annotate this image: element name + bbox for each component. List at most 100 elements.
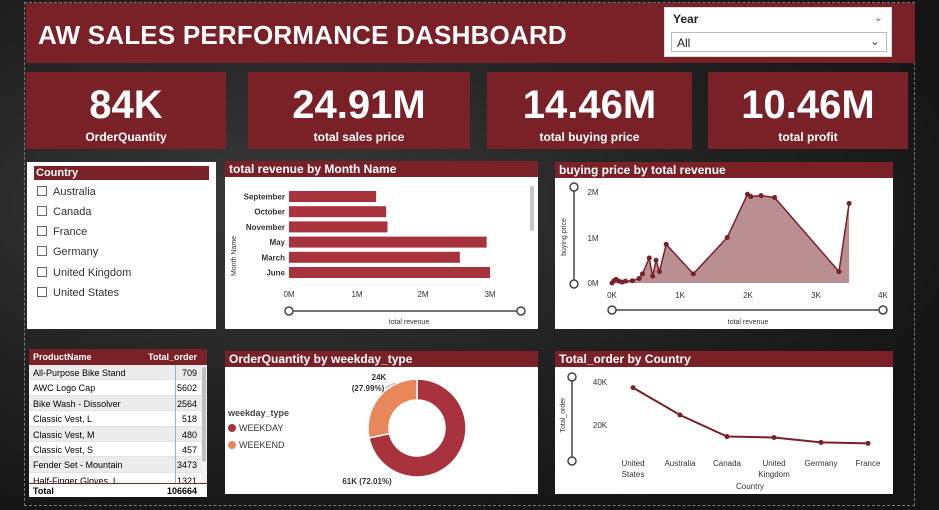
data-point[interactable] — [724, 434, 730, 440]
x-range-slider-handle-left[interactable] — [607, 305, 617, 315]
data-point[interactable] — [865, 440, 871, 446]
data-point[interactable] — [677, 412, 683, 418]
year-dropdown[interactable]: All ⌄ — [671, 32, 887, 52]
country-option[interactable]: United Kingdom — [37, 266, 131, 280]
checkbox[interactable] — [37, 206, 47, 216]
range-slider-handle-left[interactable] — [284, 306, 294, 316]
data-point[interactable] — [623, 278, 629, 284]
y-tick: 20K — [593, 421, 608, 430]
chart-title: buying price by total revenue — [555, 162, 893, 178]
legend-label-weekend: WEEKEND — [239, 440, 285, 450]
buying-price-by-revenue-chart: buying price by total revenue buying pri… — [555, 162, 893, 329]
legend-label-weekday: WEEKDAY — [239, 423, 283, 433]
x-tick: France — [856, 459, 881, 468]
table-row[interactable]: Fender Set - Mountain 3473 — [29, 457, 207, 473]
data-point[interactable] — [771, 435, 777, 441]
y-tick: 2M — [587, 188, 598, 197]
country-option[interactable]: United States — [37, 286, 119, 300]
data-point[interactable] — [646, 255, 652, 261]
y-tick: 1M — [587, 234, 598, 243]
chart-title: OrderQuantity by weekday_type — [225, 351, 538, 367]
chart-title: Total_order by Country — [555, 351, 893, 367]
checkbox[interactable] — [37, 186, 47, 196]
legend-title: weekday_type — [227, 408, 289, 418]
checkbox[interactable] — [37, 287, 47, 297]
country-option[interactable]: Germany — [37, 245, 98, 259]
collapse-chevron-icon[interactable]: ⌄ — [873, 12, 883, 24]
checkbox[interactable] — [37, 267, 47, 277]
data-point[interactable] — [656, 269, 662, 275]
line-chart-svg: United States Australia Canada United Kingdom… — [560, 372, 881, 491]
checkbox[interactable] — [37, 226, 47, 236]
year-dropdown-value: All — [677, 36, 691, 50]
bar[interactable] — [289, 236, 487, 248]
table-row[interactable]: All-Purpose Bike Stand 709 — [29, 365, 207, 381]
y-range-slider-handle-bottom[interactable] — [569, 279, 579, 289]
scrollbar-thumb[interactable] — [530, 186, 534, 231]
bar[interactable] — [289, 191, 377, 202]
y-range-slider-handle-top[interactable] — [569, 182, 579, 192]
bar[interactable] — [289, 221, 388, 233]
data-point[interactable] — [818, 439, 824, 445]
chevron-down-icon[interactable]: ⌄ — [869, 34, 880, 48]
cell-product-name: Fender Set - Mountain — [33, 460, 123, 471]
country-slicer-header: Country — [34, 166, 209, 180]
data-point[interactable] — [836, 269, 842, 275]
x-tick: 1M — [351, 290, 362, 299]
y-range-slider-handle-bottom[interactable] — [567, 456, 577, 466]
table-row[interactable]: Bike Wash - Dissolver 2564 — [29, 395, 207, 412]
x-tick: 0M — [283, 290, 294, 299]
y-tick: September — [244, 193, 285, 202]
column-header-total-order[interactable]: Total_order — [148, 352, 197, 362]
kpi-caption: OrderQuantity — [85, 130, 167, 144]
table-row[interactable]: Classic Vest, M 480 — [29, 426, 207, 442]
country-option[interactable]: Australia — [37, 185, 96, 199]
data-point[interactable] — [650, 273, 656, 279]
bar[interactable] — [289, 251, 460, 263]
data-point[interactable] — [663, 241, 669, 247]
donut-slice-weekday[interactable] — [368, 378, 467, 478]
data-point[interactable] — [846, 200, 852, 206]
x-tick: 3K — [811, 291, 821, 300]
data-point[interactable] — [772, 194, 778, 200]
data-point[interactable] — [690, 271, 696, 277]
range-slider-handle-right[interactable] — [516, 306, 526, 316]
table-row[interactable]: Classic Vest, L 518 — [29, 411, 207, 427]
data-point[interactable] — [724, 235, 730, 240]
column-header-product[interactable]: ProductName — [33, 352, 92, 362]
y-range-slider-handle-top[interactable] — [567, 372, 577, 382]
y-axis-label: Month Name — [231, 236, 238, 276]
weekday-type-donut-chart: OrderQuantity by weekday_type weekday_ty… — [225, 351, 538, 494]
data-point[interactable] — [639, 271, 645, 277]
data-point[interactable] — [636, 275, 642, 281]
checkbox[interactable] — [37, 246, 47, 256]
year-slicer[interactable]: Year ⌄ All ⌄ — [664, 7, 892, 57]
y-tick: 0M — [587, 279, 598, 288]
country-option[interactable]: Canada — [37, 205, 92, 219]
data-point[interactable] — [748, 194, 754, 200]
table-scrollbar[interactable] — [201, 365, 207, 483]
bar[interactable] — [289, 206, 387, 218]
y-tick: May — [269, 238, 285, 247]
table-row[interactable]: Classic Vest, S 457 — [29, 442, 207, 458]
y-tick: November — [246, 223, 285, 232]
kpi-caption: total sales price — [313, 130, 405, 144]
scrollbar-thumb[interactable] — [202, 367, 206, 462]
area-chart-svg: buying price 0M 1M 2M 0K 1K 2K 3K 4K tot… — [561, 182, 889, 326]
data-point[interactable] — [630, 385, 636, 391]
donut-slice-weekend[interactable] — [367, 378, 418, 439]
country-option[interactable]: France — [37, 225, 87, 239]
data-point[interactable] — [629, 278, 635, 284]
data-point[interactable] — [758, 193, 764, 199]
table-row[interactable]: AWC Logo Cap 5602 — [29, 380, 207, 396]
x-range-slider-handle-right[interactable] — [878, 305, 888, 315]
x-tick: Germany — [805, 459, 838, 468]
kpi-card-total-profit: 10.46M total profit — [708, 72, 908, 149]
data-point[interactable] — [653, 257, 659, 263]
kpi-card-order-quantity: 84K OrderQuantity — [26, 72, 226, 149]
bar[interactable] — [289, 267, 490, 278]
x-tick: 3M — [484, 290, 495, 299]
area-fill — [612, 194, 850, 283]
leader-line — [384, 382, 396, 389]
y-tick: October — [254, 208, 285, 217]
